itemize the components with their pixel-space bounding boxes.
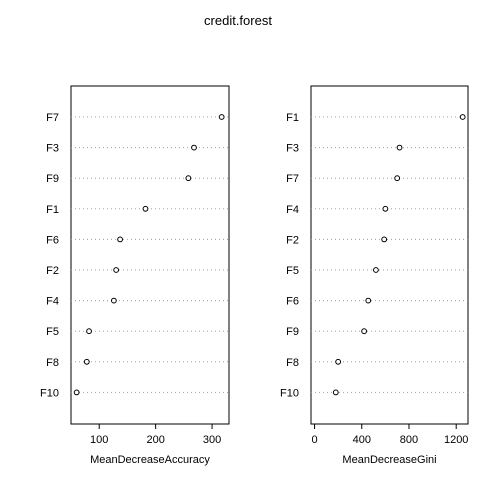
data-point xyxy=(373,267,379,273)
category-label: F6 xyxy=(286,296,299,308)
category-label: F10 xyxy=(280,387,299,399)
category-label: F8 xyxy=(46,357,59,369)
category-label: F5 xyxy=(286,265,299,277)
data-point xyxy=(86,328,92,335)
x-tick-label: 100 xyxy=(90,434,108,446)
data-point xyxy=(113,267,120,273)
category-label: F6 xyxy=(46,234,59,246)
category-label: F3 xyxy=(46,143,59,155)
data-point xyxy=(83,358,90,365)
x-axis-label: MeanDecreaseAccuracy xyxy=(90,454,210,466)
data-point xyxy=(396,144,403,151)
x-tick-label: 400 xyxy=(353,434,371,446)
data-point xyxy=(117,236,123,243)
category-label: F2 xyxy=(286,234,299,246)
category-label: F2 xyxy=(46,265,59,277)
category-label: F7 xyxy=(46,112,59,124)
category-label: F4 xyxy=(46,296,59,308)
data-point xyxy=(394,175,401,182)
category-label: F7 xyxy=(286,173,299,185)
data-point xyxy=(218,114,225,120)
x-tick-label: 300 xyxy=(203,434,221,446)
category-label: F1 xyxy=(286,112,299,124)
data-point xyxy=(110,297,117,304)
x-axis-label: MeanDecreaseGini xyxy=(342,454,436,466)
chart-title: credit.forest xyxy=(204,13,272,28)
data-point xyxy=(335,358,342,365)
data-point xyxy=(332,389,339,396)
category-label: F1 xyxy=(46,204,59,216)
data-point xyxy=(382,205,389,212)
category-label: F9 xyxy=(286,326,299,338)
x-tick-label: 200 xyxy=(146,434,164,446)
data-point xyxy=(185,175,192,182)
x-tick-label: 0 xyxy=(311,434,317,446)
category-label: F10 xyxy=(40,387,59,399)
data-point xyxy=(361,328,368,335)
plot-frame-1 xyxy=(70,85,230,425)
data-point xyxy=(365,297,372,304)
x-tick-label: 1200 xyxy=(444,434,468,446)
data-point xyxy=(191,144,197,151)
category-label: F4 xyxy=(286,204,299,216)
x-tick-label: 800 xyxy=(400,434,418,446)
data-point xyxy=(142,205,149,212)
data-point xyxy=(381,236,388,243)
plot-frame-2 xyxy=(310,85,469,425)
category-label: F8 xyxy=(286,357,299,369)
category-label: F5 xyxy=(46,326,59,338)
data-point xyxy=(459,114,466,120)
data-point xyxy=(73,389,80,396)
category-label: F3 xyxy=(286,143,299,155)
category-label: F9 xyxy=(46,173,59,185)
